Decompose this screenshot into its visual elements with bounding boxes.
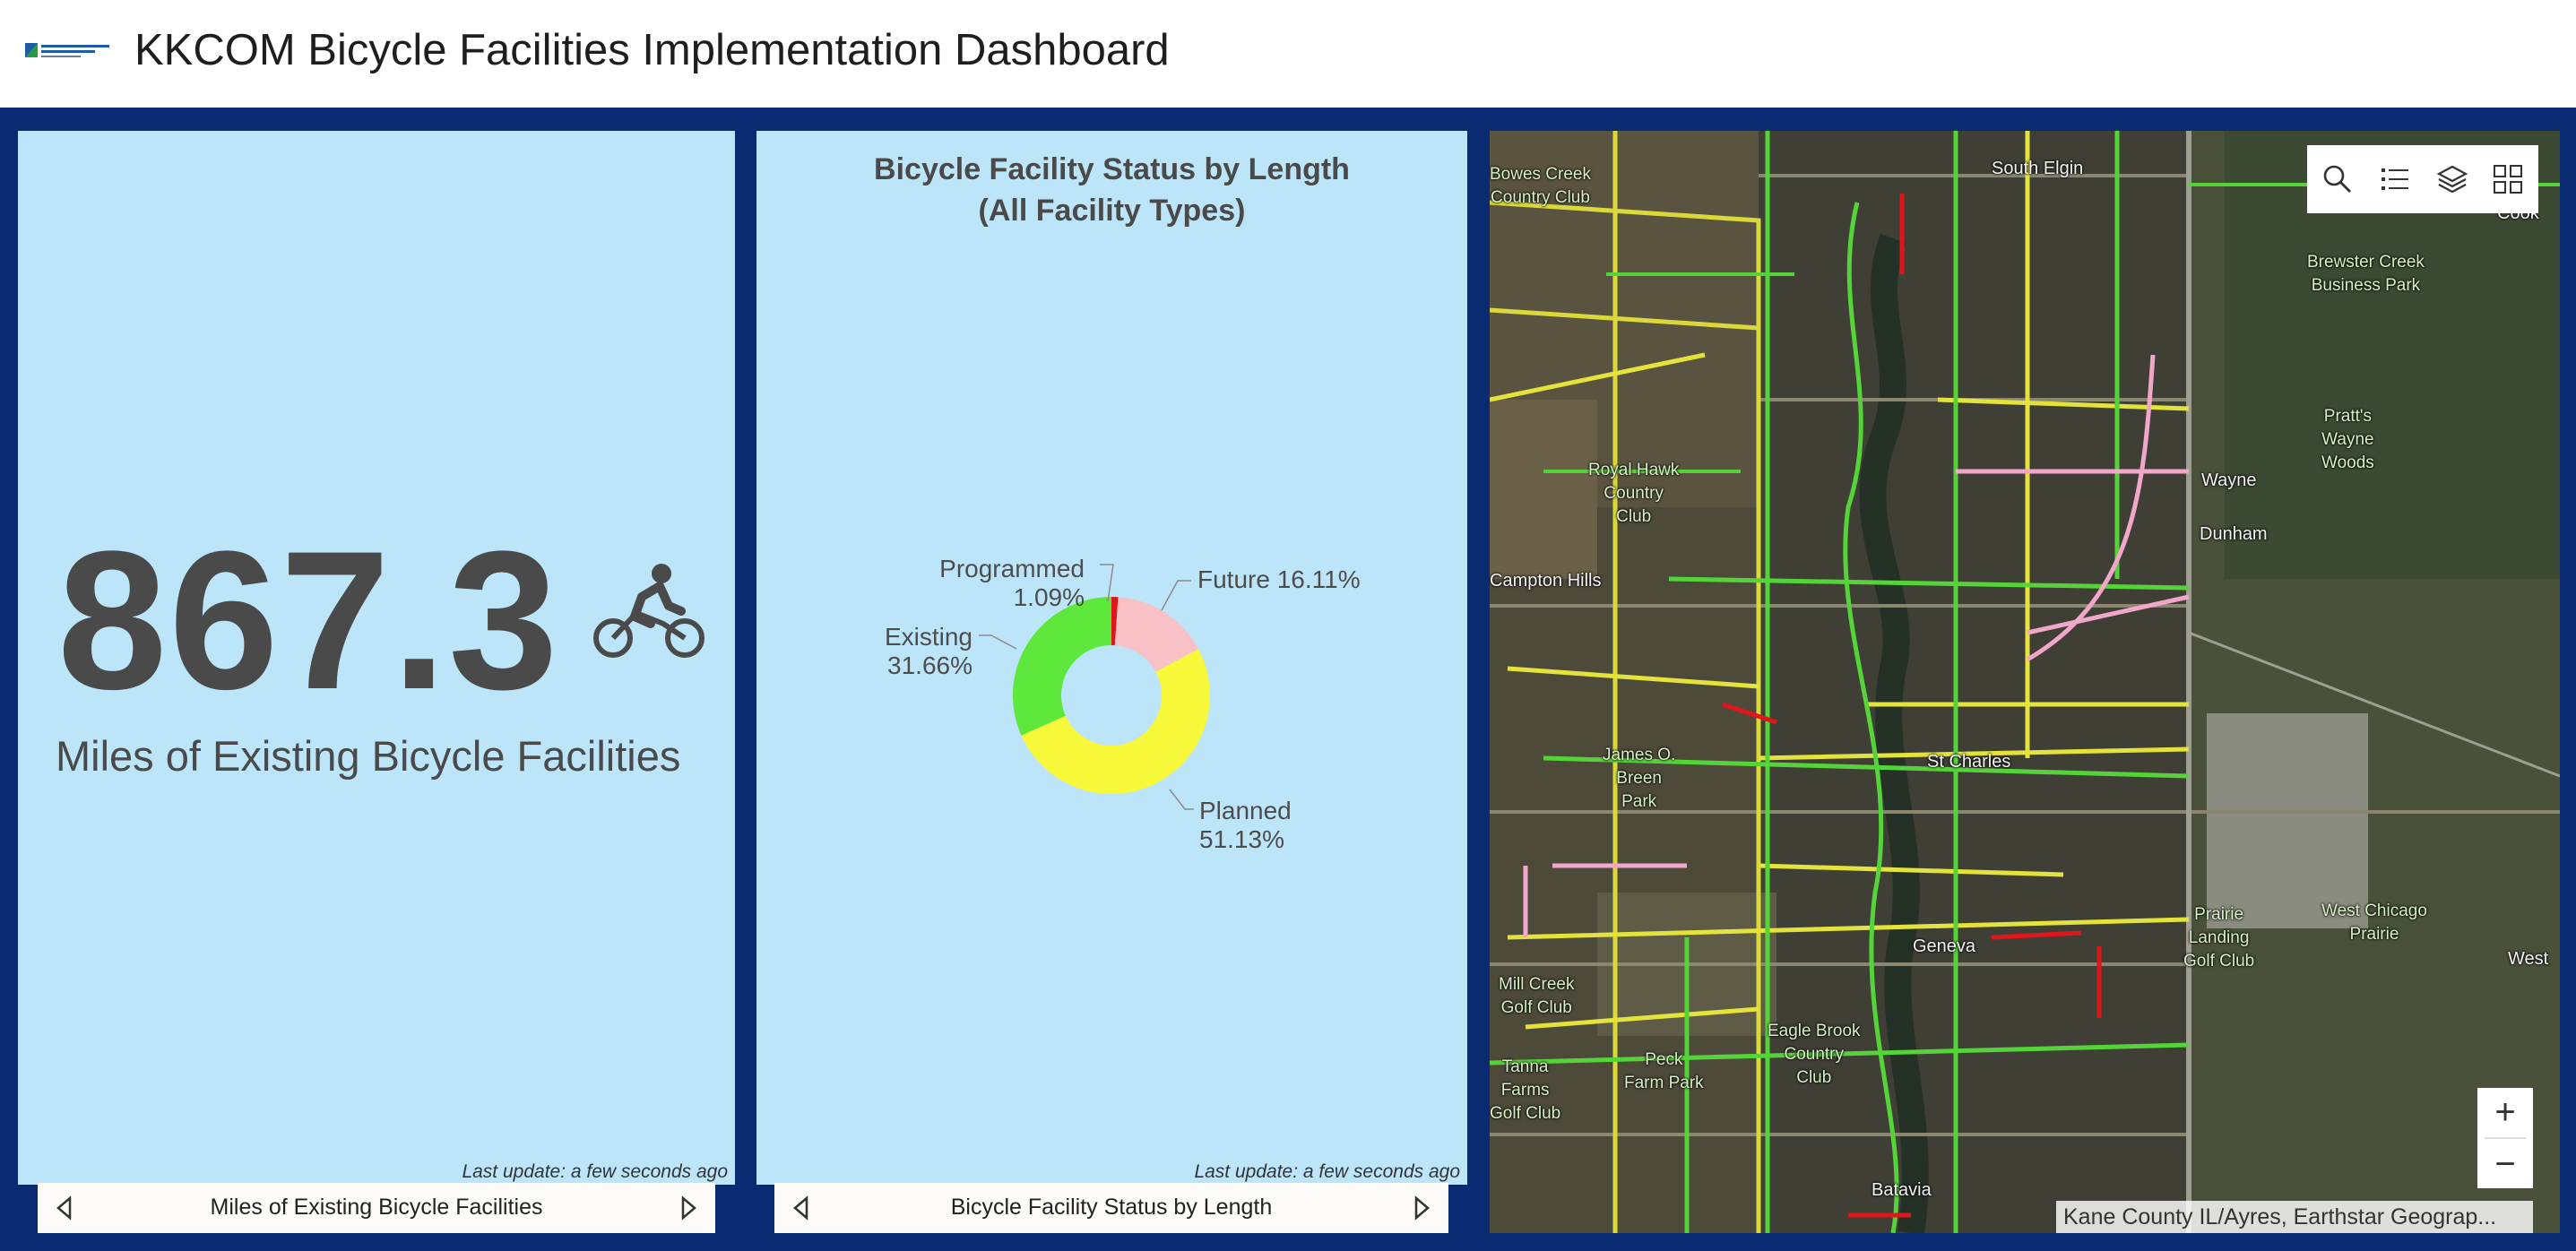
data-label-future: Future 16.11% [1197, 565, 1361, 593]
next-arrow-icon[interactable] [678, 1195, 699, 1221]
map-label-st-charles: St Charles [1927, 752, 2011, 772]
map-label-batavia: Batavia [1871, 1180, 1932, 1200]
indicator-label: Miles of Existing Bicycle Facilities [56, 732, 681, 780]
nav-label: Miles of Existing Bicycle Facilities [210, 1195, 543, 1220]
data-label-programmed: 1.09% [1014, 583, 1085, 611]
map-label-geneva: Geneva [1913, 936, 1976, 956]
data-label-planned: Planned [1199, 797, 1292, 824]
map-label-brewster-creek: Brewster Creek Business Park [2307, 253, 2425, 295]
widget-nav-chart: Bicycle Facility Status by Length [774, 1183, 1448, 1233]
leader-line-existing [979, 634, 1017, 650]
zoom-in-button[interactable]: + [2494, 1092, 2516, 1132]
search-icon[interactable] [2321, 163, 2354, 195]
map-label-west-chicago-prairie: West Chicago Prairie [2321, 902, 2427, 944]
donut-slice-existing[interactable] [1013, 597, 1111, 736]
kkcom-logo [25, 43, 109, 57]
previous-arrow-icon[interactable] [54, 1195, 75, 1221]
bicycle-icon [593, 564, 705, 658]
leader-line-future [1161, 580, 1191, 611]
map-label-prairie-landing: Prairie Landing Golf Club [2183, 905, 2255, 971]
last-update-text: Last update: a few seconds ago [462, 1161, 728, 1182]
widget-nav-indicator: Miles of Existing Bicycle Facilities [38, 1183, 715, 1233]
previous-arrow-icon[interactable] [791, 1195, 812, 1221]
map-basemap [1490, 131, 2560, 1233]
data-label-programmed: Programmed [939, 555, 1085, 582]
chart-title: Bicycle Facility Status by Length (All F… [756, 149, 1467, 231]
chart-subtitle: (All Facility Types) [978, 194, 1246, 228]
chart-panel: Bicycle Facility Status by Length (All F… [756, 131, 1467, 1185]
map-label-pratts-wayne: Pratt's Wayne Woods [2321, 407, 2374, 472]
indicator-panel: 867.3 Miles of Existing Bicycle Faciliti… [18, 131, 735, 1185]
basemap-gallery-icon[interactable] [2492, 163, 2524, 195]
map-label-mill-creek: Mill Creek Golf Club [1499, 975, 1575, 1017]
map-toolbar [2307, 145, 2538, 213]
zoom-divider [2485, 1137, 2526, 1139]
nav-label: Bicycle Facility Status by Length [950, 1195, 1273, 1220]
map-label-tanna-farms: Tanna Farms Golf Club [1490, 1057, 1561, 1123]
map-label-south-elgin: South Elgin [1992, 159, 2084, 178]
map-label-royal-hawk: Royal Hawk Country Club [1588, 461, 1680, 526]
leader-line-planned [1169, 789, 1194, 810]
map-label-eagle-brook: Eagle Brook Country Club [1768, 1022, 1861, 1087]
zoom-control: + − [2477, 1088, 2533, 1188]
map-label-dunham: Dunham [2200, 524, 2268, 544]
map-label-bowes-creek: Bowes Creek Country Club [1490, 165, 1591, 207]
donut-slice-programmed[interactable] [1111, 597, 1119, 646]
zoom-out-button[interactable]: − [2494, 1144, 2516, 1184]
indicator-value: 867.3 [57, 510, 560, 730]
data-label-existing: Existing [885, 623, 972, 651]
next-arrow-icon[interactable] [1411, 1195, 1432, 1221]
map-attribution[interactable]: Kane County IL/Ayres, Earthstar Geograp.… [2056, 1201, 2533, 1233]
page-title: KKCOM Bicycle Facilities Implementation … [134, 26, 1170, 74]
map-view[interactable]: South Elgin Cook Wayne Dunham Campton Hi… [1490, 131, 2560, 1233]
legend-list-icon[interactable] [2379, 163, 2411, 195]
app-header: KKCOM Bicycle Facilities Implementation … [0, 0, 2576, 108]
data-label-planned: 51.13% [1199, 825, 1284, 853]
data-label-existing: 31.66% [887, 651, 972, 679]
chart-title-line: Bicycle Facility Status by Length [874, 152, 1350, 186]
donut-slice-future[interactable] [1114, 597, 1199, 672]
map-label-campton-hills: Campton Hills [1490, 571, 1602, 591]
map-label-peck-farm: Peck Farm Park [1624, 1050, 1704, 1092]
map-label-james-obreen: James O. Breen Park [1603, 746, 1676, 811]
last-update-text: Last update: a few seconds ago [1194, 1161, 1460, 1182]
leader-line-programmed [1100, 564, 1114, 602]
map-label-wayne: Wayne [2201, 470, 2257, 490]
donut-slice-planned[interactable] [1021, 649, 1210, 795]
layers-icon[interactable] [2436, 163, 2468, 195]
map-label-west: West [2508, 949, 2549, 969]
